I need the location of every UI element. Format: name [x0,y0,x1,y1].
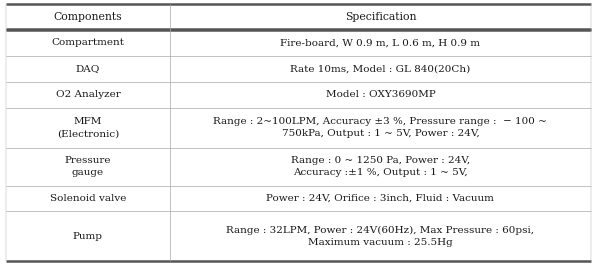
Bar [6,108,170,148]
Text: Pump: Pump [73,232,103,241]
Text: Range : 2~100LPM, Accuracy ±3 %, Pressure range :  − 100 ~
750kPa, Output : 1 ~ : Range : 2~100LPM, Accuracy ±3 %, Pressur… [214,117,547,138]
Bar [170,211,591,261]
Text: Specification: Specification [344,12,416,22]
Text: Range : 0 ~ 1250 Pa, Power : 24V,
Accuracy :±1 %, Output : 1 ~ 5V,: Range : 0 ~ 1250 Pa, Power : 24V, Accura… [291,156,470,177]
Text: Compartment: Compartment [51,38,124,47]
Text: Range : 32LPM, Power : 24V(60Hz), Max Pressure : 60psi,
Maximum vacuum : 25.5Hg: Range : 32LPM, Power : 24V(60Hz), Max Pr… [226,226,534,247]
Text: Components: Components [54,12,122,22]
Text: DAQ: DAQ [76,64,100,73]
Text: Pressure
gauge: Pressure gauge [64,156,111,177]
Bar [6,30,170,56]
Bar [6,186,170,211]
Bar [170,4,591,30]
Bar [170,148,591,185]
Bar [170,82,591,108]
Text: MFM
(Electronic): MFM (Electronic) [57,117,119,138]
Bar [6,56,170,82]
Bar [170,30,591,56]
Bar [170,186,591,211]
Bar [170,56,591,82]
Text: Model : OXY3690MP: Model : OXY3690MP [325,90,435,99]
Bar [6,211,170,261]
Text: Power : 24V, Orifice : 3inch, Fluid : Vacuum: Power : 24V, Orifice : 3inch, Fluid : Va… [266,194,494,203]
Bar [6,82,170,108]
Text: Rate 10ms, Model : GL 840(20Ch): Rate 10ms, Model : GL 840(20Ch) [290,64,470,73]
Text: Solenoid valve: Solenoid valve [50,194,126,203]
Text: Fire-board, W 0.9 m, L 0.6 m, H 0.9 m: Fire-board, W 0.9 m, L 0.6 m, H 0.9 m [281,38,481,47]
Bar [170,108,591,148]
Bar [6,4,170,30]
Text: O2 Analyzer: O2 Analyzer [56,90,120,99]
Bar [6,148,170,185]
